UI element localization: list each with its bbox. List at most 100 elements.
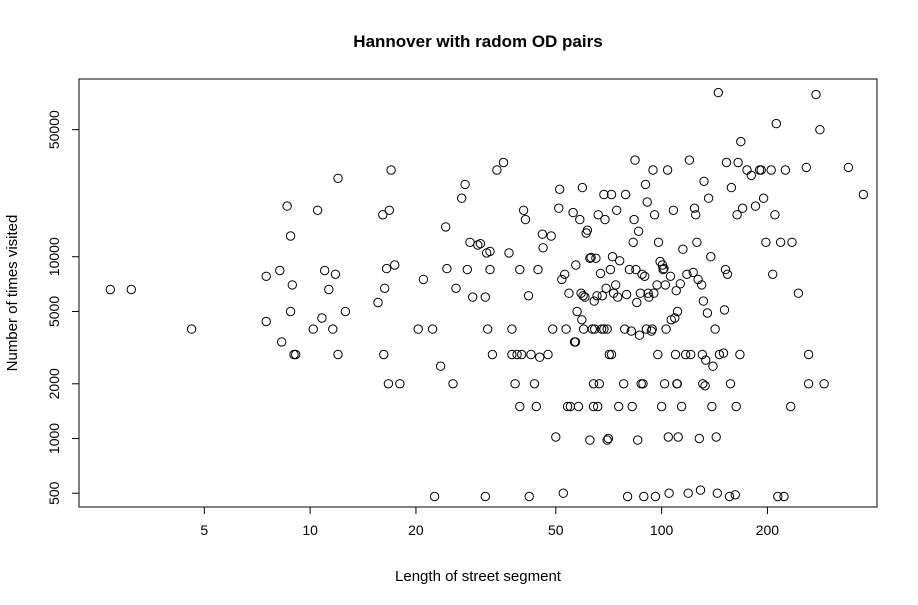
data-point (665, 271, 676, 281)
data-point (719, 305, 730, 315)
data-point (588, 379, 599, 389)
data-point (186, 324, 197, 334)
data-point (641, 324, 652, 334)
data-point (510, 379, 520, 389)
data-point (586, 252, 596, 263)
data-point (664, 488, 674, 498)
data-point (328, 324, 338, 334)
data-point (697, 349, 707, 360)
data-point (606, 349, 617, 360)
data-point (333, 173, 343, 184)
data-point (631, 264, 641, 275)
data-point (770, 210, 780, 220)
data-point (538, 243, 548, 253)
data-point (615, 256, 625, 266)
data-point (773, 491, 783, 502)
data-point (573, 401, 584, 412)
data-point (324, 284, 334, 295)
data-point (730, 490, 740, 500)
data-point (732, 210, 742, 220)
data-point (571, 260, 581, 270)
data-point (622, 491, 633, 502)
data-point (607, 252, 618, 262)
data-point (720, 264, 731, 275)
data-point (560, 269, 570, 279)
data-point (733, 157, 743, 168)
data-point (718, 348, 729, 358)
data-point (619, 379, 629, 389)
data-point (649, 288, 659, 298)
data-point (735, 349, 745, 360)
data-point (712, 488, 722, 498)
data-point (698, 379, 708, 389)
data-point (485, 246, 495, 257)
data-point (613, 292, 623, 302)
data-point (285, 231, 296, 241)
data-point (676, 401, 687, 412)
data-point (546, 231, 556, 241)
data-point (819, 379, 829, 389)
x-tick-label: 5 (200, 522, 208, 538)
data-point (578, 324, 589, 334)
data-point (588, 401, 599, 412)
y-tick-label: 10000 (46, 237, 62, 276)
data-point (275, 265, 285, 276)
data-point (575, 214, 585, 225)
data-point (742, 165, 752, 175)
data-point (758, 193, 769, 203)
chart-title: Hannover with radom OD pairs (353, 32, 602, 51)
data-point (603, 433, 613, 444)
data-point (708, 361, 718, 371)
data-point (722, 269, 733, 279)
data-point (701, 355, 711, 365)
data-point (562, 401, 573, 412)
data-point (555, 184, 565, 195)
data-point (653, 237, 664, 248)
data-point (682, 269, 692, 279)
data-point (787, 237, 797, 248)
data-point (441, 222, 451, 232)
data-point (697, 280, 707, 290)
data-point (427, 324, 438, 334)
data-point (658, 264, 668, 275)
data-point (480, 292, 490, 302)
data-point (105, 284, 116, 295)
data-point (698, 296, 709, 306)
data-point (395, 379, 405, 389)
x-tick-label: 100 (650, 522, 674, 538)
data-point (653, 349, 663, 360)
data-point (724, 491, 735, 502)
data-point (675, 279, 685, 289)
data-point (638, 379, 648, 389)
data-point (695, 485, 706, 495)
data-point (561, 324, 571, 334)
data-point (611, 280, 621, 290)
data-point (597, 291, 607, 301)
data-point (291, 349, 301, 360)
data-point (473, 240, 483, 250)
data-point (624, 264, 635, 275)
y-axis-label: Number of times visited (4, 215, 21, 372)
data-point (485, 264, 495, 275)
data-point (750, 201, 761, 211)
data-point (308, 324, 318, 334)
data-point (554, 203, 564, 213)
data-point (287, 280, 297, 290)
data-point (504, 248, 514, 258)
data-point (637, 269, 647, 279)
data-point (761, 237, 771, 248)
data-point (593, 401, 603, 412)
data-point (543, 349, 553, 360)
data-point (703, 193, 714, 203)
data-point (726, 182, 737, 193)
data-point (700, 381, 710, 391)
data-point (578, 291, 588, 301)
data-point (604, 349, 614, 360)
data-point (390, 260, 400, 270)
data-point (663, 432, 673, 442)
data-point (731, 401, 741, 412)
data-point (811, 89, 821, 100)
y-tick-label: 2000 (46, 368, 62, 399)
data-point (587, 324, 597, 334)
